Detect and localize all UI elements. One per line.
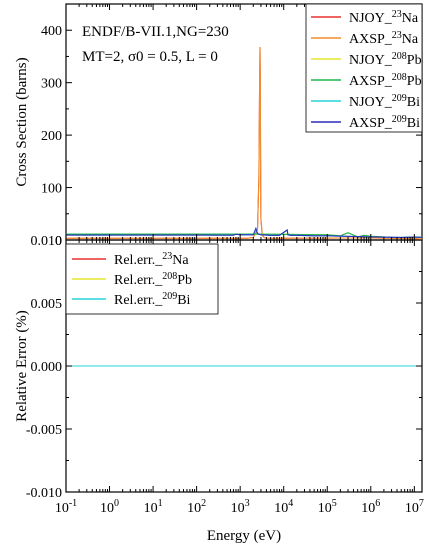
top-ylabel: Cross Section (barns) — [14, 57, 30, 186]
x-tick-label: 104 — [274, 498, 293, 516]
top-y-tick-label: 100 — [41, 182, 62, 197]
xlabel: Energy (eV) — [207, 528, 281, 544]
bottom-ylabel: Relative Error (%) — [14, 310, 30, 422]
annotation-line-1: ENDF/B-VII.1,NG=230 — [82, 24, 229, 40]
legend-label: AXSP_23Na — [349, 30, 419, 47]
bottom-y-tick-label: 0.000 — [31, 360, 63, 375]
x-tick-label: 101 — [144, 498, 163, 516]
legend-label: NJOY_23Na — [349, 9, 419, 26]
legend-label: NJOY_208Pb — [349, 51, 422, 68]
top-legend: NJOY_23Na AXSP_23Na NJOY_208Pb AXSP_208Pb NJ… — [305, 3, 423, 133]
bottom-y-tick-label: -0.005 — [26, 423, 62, 438]
x-tick-label: 102 — [187, 498, 206, 516]
x-tick-label: 10-1 — [55, 498, 77, 516]
top-y-tick-label: 0 — [55, 234, 62, 249]
x-tick-label: 107 — [405, 498, 424, 516]
top-y-tick-label: 300 — [41, 77, 62, 92]
annotation-line-2: MT=2, σ0 = 0.5, L = 0 — [82, 49, 218, 65]
bottom-legend: Rel.err._23Na Rel.err._208Pb Rel.err._209B… — [65, 243, 219, 315]
legend-label: NJOY_209Bi — [349, 93, 420, 110]
legend-label: AXSP_209Bi — [349, 114, 420, 131]
legend-label: Rel.err._209Bi — [114, 291, 191, 308]
top-legend-box — [305, 3, 423, 133]
x-tick-label: 106 — [361, 498, 380, 516]
top-y-tick-label: 200 — [41, 129, 62, 144]
x-tick-label: 105 — [318, 498, 337, 516]
top-y-tick-label: 400 — [41, 24, 62, 39]
top-series-line-5 — [66, 226, 423, 238]
x-tick-label: 100 — [100, 498, 119, 516]
x-tick-label: 103 — [231, 498, 250, 516]
bottom-y-tick-label: -0.010 — [26, 486, 62, 501]
top-series-line-1 — [66, 46, 423, 240]
bottom-y-tick-label: 0.010 — [31, 234, 63, 249]
legend-label: Rel.err._208Pb — [114, 271, 192, 288]
legend-label: Rel.err._23Na — [114, 251, 189, 268]
bottom-y-tick-label: 0.005 — [31, 297, 63, 312]
legend-label: AXSP_208Pb — [349, 72, 422, 89]
axis-ticks-group: 10-1 100 101 102 103 104 105 106 107 0 100 200 300 40… — [26, 4, 424, 516]
